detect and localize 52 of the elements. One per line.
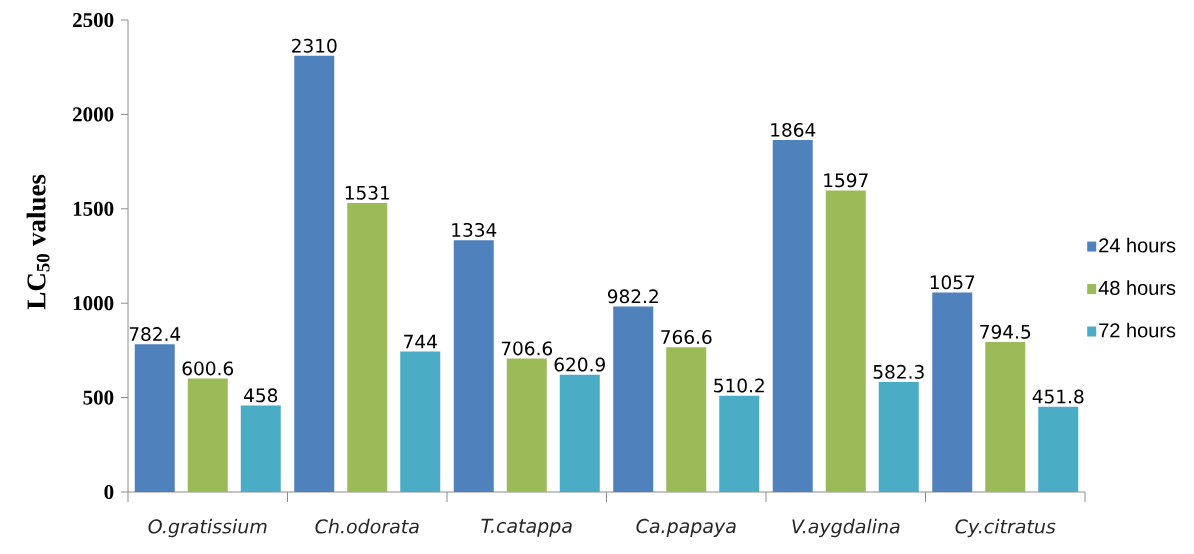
data-label: 1864 — [771, 122, 816, 137]
y-axis-title: LC$_{50}$ values — [26, 174, 50, 310]
data-label: 510.2 — [714, 378, 764, 393]
bar — [187, 378, 228, 492]
data-label: 600.6 — [182, 361, 234, 376]
bar — [719, 395, 760, 492]
legend-label: 72 hours — [1099, 322, 1176, 338]
data-label: 1334 — [452, 222, 497, 237]
bar — [294, 55, 335, 492]
legend-label: 24 hours — [1099, 237, 1176, 253]
bar — [347, 202, 388, 492]
y-tick-label: 1500 — [73, 201, 114, 216]
bar — [559, 374, 600, 492]
data-label: 794.5 — [980, 324, 1031, 339]
x-tick-label: Cy.citratus — [955, 518, 1056, 538]
data-label: 744 — [404, 334, 437, 349]
y-tick-label: 2500 — [73, 12, 114, 28]
bar — [613, 306, 654, 492]
bar — [506, 358, 547, 492]
y-tick-label: 2000 — [73, 107, 114, 122]
x-tick-label: Ca.papaya — [636, 518, 736, 537]
bar — [453, 240, 494, 492]
data-label: 2310 — [292, 38, 337, 53]
data-label: 1057 — [930, 275, 975, 290]
x-tick-label: T.catappa — [481, 518, 572, 537]
bar — [772, 140, 813, 492]
bar — [878, 382, 919, 492]
bar — [400, 351, 441, 492]
data-label: 766.6 — [661, 330, 712, 345]
data-label: 1597 — [824, 173, 868, 188]
bar — [932, 292, 973, 492]
bar — [240, 405, 281, 492]
bar — [666, 347, 707, 492]
y-tick-label: 500 — [83, 390, 114, 405]
y-tick-label: 0 — [104, 484, 114, 500]
bar — [985, 342, 1026, 492]
x-tick-label: V.aygdalina — [792, 518, 900, 538]
data-label: 982.2 — [607, 289, 658, 304]
data-label: 582.3 — [873, 364, 924, 379]
bar — [134, 344, 175, 492]
x-tick-label: Ch.odorata — [315, 518, 419, 534]
data-label: 451.8 — [1032, 389, 1084, 404]
data-label: 620.9 — [554, 357, 605, 372]
data-label: 706.6 — [501, 341, 553, 356]
x-tick-label: O.gratissium — [148, 518, 267, 538]
y-tick-label: 1000 — [73, 296, 114, 311]
data-label: 1531 — [345, 185, 390, 200]
data-label: 458 — [244, 388, 278, 403]
bar — [1038, 406, 1079, 492]
legend-label: 48 hours — [1098, 280, 1176, 295]
bar — [825, 190, 866, 492]
data-label: 782.4 — [129, 327, 181, 342]
